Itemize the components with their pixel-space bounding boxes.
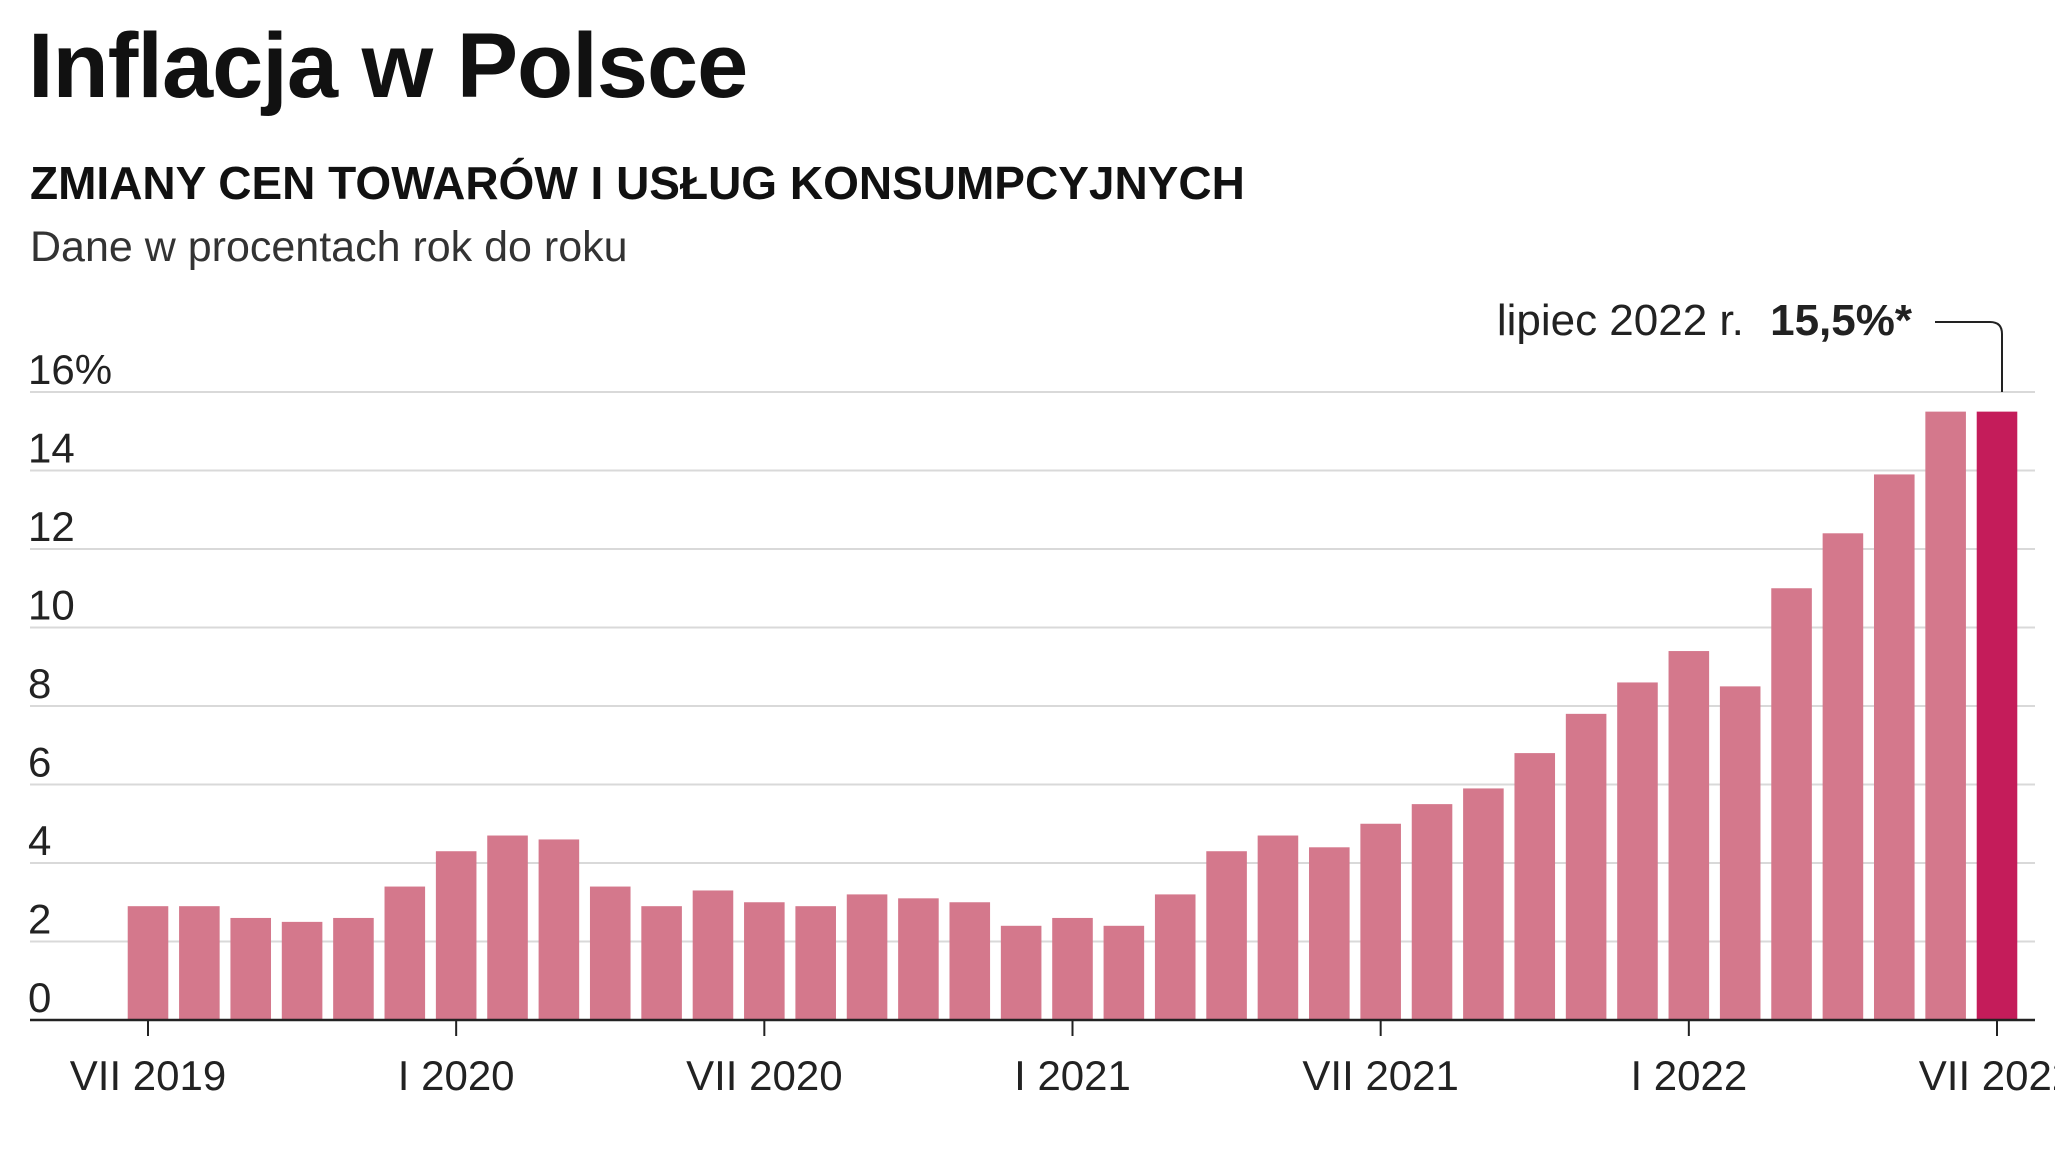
x-tick-label: VII 2022 [1919,1052,2055,1099]
bar [1873,474,1915,1020]
bar [1719,686,1761,1020]
bar [744,902,785,1020]
page-title: Inflacja w Polsce [28,15,748,117]
annotation-text: lipiec 2022 r. 15,5%* [1497,296,1913,345]
chart-subtitle: ZMIANY CEN TOWARÓW I USŁUG KONSUMPCYJNYC… [30,157,1245,209]
bar [846,894,888,1020]
bar [795,906,836,1020]
y-tick-label: 6 [28,739,51,786]
y-tick-label: 0 [28,974,51,1021]
y-axis-tick-labels: 0 2 4 6 8 10 12 14 16% [28,346,112,1021]
bar [1976,411,2018,1020]
bar [1668,651,1710,1020]
bar [230,917,272,1020]
bar [487,835,528,1020]
bar [1925,411,1966,1020]
y-tick-label: 10 [28,582,75,629]
bar [281,921,323,1020]
bar [1565,713,1607,1020]
chart-caption: Dane w procentach rok do roku [30,223,628,271]
x-axis: VII 2019 I 2020 VII 2020 I 2021 VII 2021 I 20… [30,1018,2055,1099]
bar [1206,851,1247,1020]
y-tick-label: 8 [28,660,51,707]
bar [1052,917,1093,1020]
bar [641,906,682,1020]
bar [538,839,580,1020]
bar [1411,804,1453,1020]
bar [384,886,426,1020]
bar [1309,847,1350,1020]
bar [179,906,220,1020]
bar [1822,533,1864,1020]
bars [127,411,2018,1020]
bar [898,898,939,1020]
x-tick-label: VII 2020 [686,1052,842,1099]
annotation-value: 15,5%* [1770,296,1913,345]
bar [1463,788,1504,1020]
y-tick-label: 16% [28,346,112,393]
bar [1617,682,1658,1020]
x-tick-label: I 2022 [1630,1052,1747,1099]
bar [1360,823,1401,1020]
x-tick-label: VII 2021 [1302,1052,1458,1099]
y-tick-label: 12 [28,503,75,550]
y-tick-label: 14 [28,425,75,472]
bar [333,917,374,1020]
annotation-leader-line [1935,321,2003,392]
x-tick-label: I 2021 [1014,1052,1131,1099]
annotation: lipiec 2022 r. 15,5%* [1497,296,2003,392]
bar [1771,588,1812,1020]
bar [949,902,991,1020]
bar [1000,925,1042,1020]
annotation-label: lipiec 2022 r. [1497,296,1744,345]
y-tick-label: 2 [28,896,51,943]
bar [692,890,734,1020]
bar [1514,753,1556,1020]
bar [1103,925,1145,1020]
y-tick-label: 4 [28,817,51,864]
bar [1257,835,1299,1020]
bar [127,906,169,1020]
bar [435,851,477,1020]
bar [1154,894,1196,1020]
bar [589,886,631,1020]
x-tick-label: VII 2019 [70,1052,226,1099]
x-tick-label: I 2020 [398,1052,515,1099]
